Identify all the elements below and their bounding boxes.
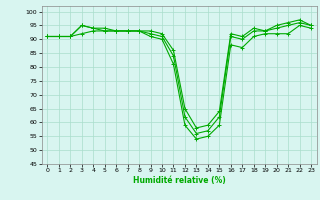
- X-axis label: Humidité relative (%): Humidité relative (%): [133, 176, 226, 185]
